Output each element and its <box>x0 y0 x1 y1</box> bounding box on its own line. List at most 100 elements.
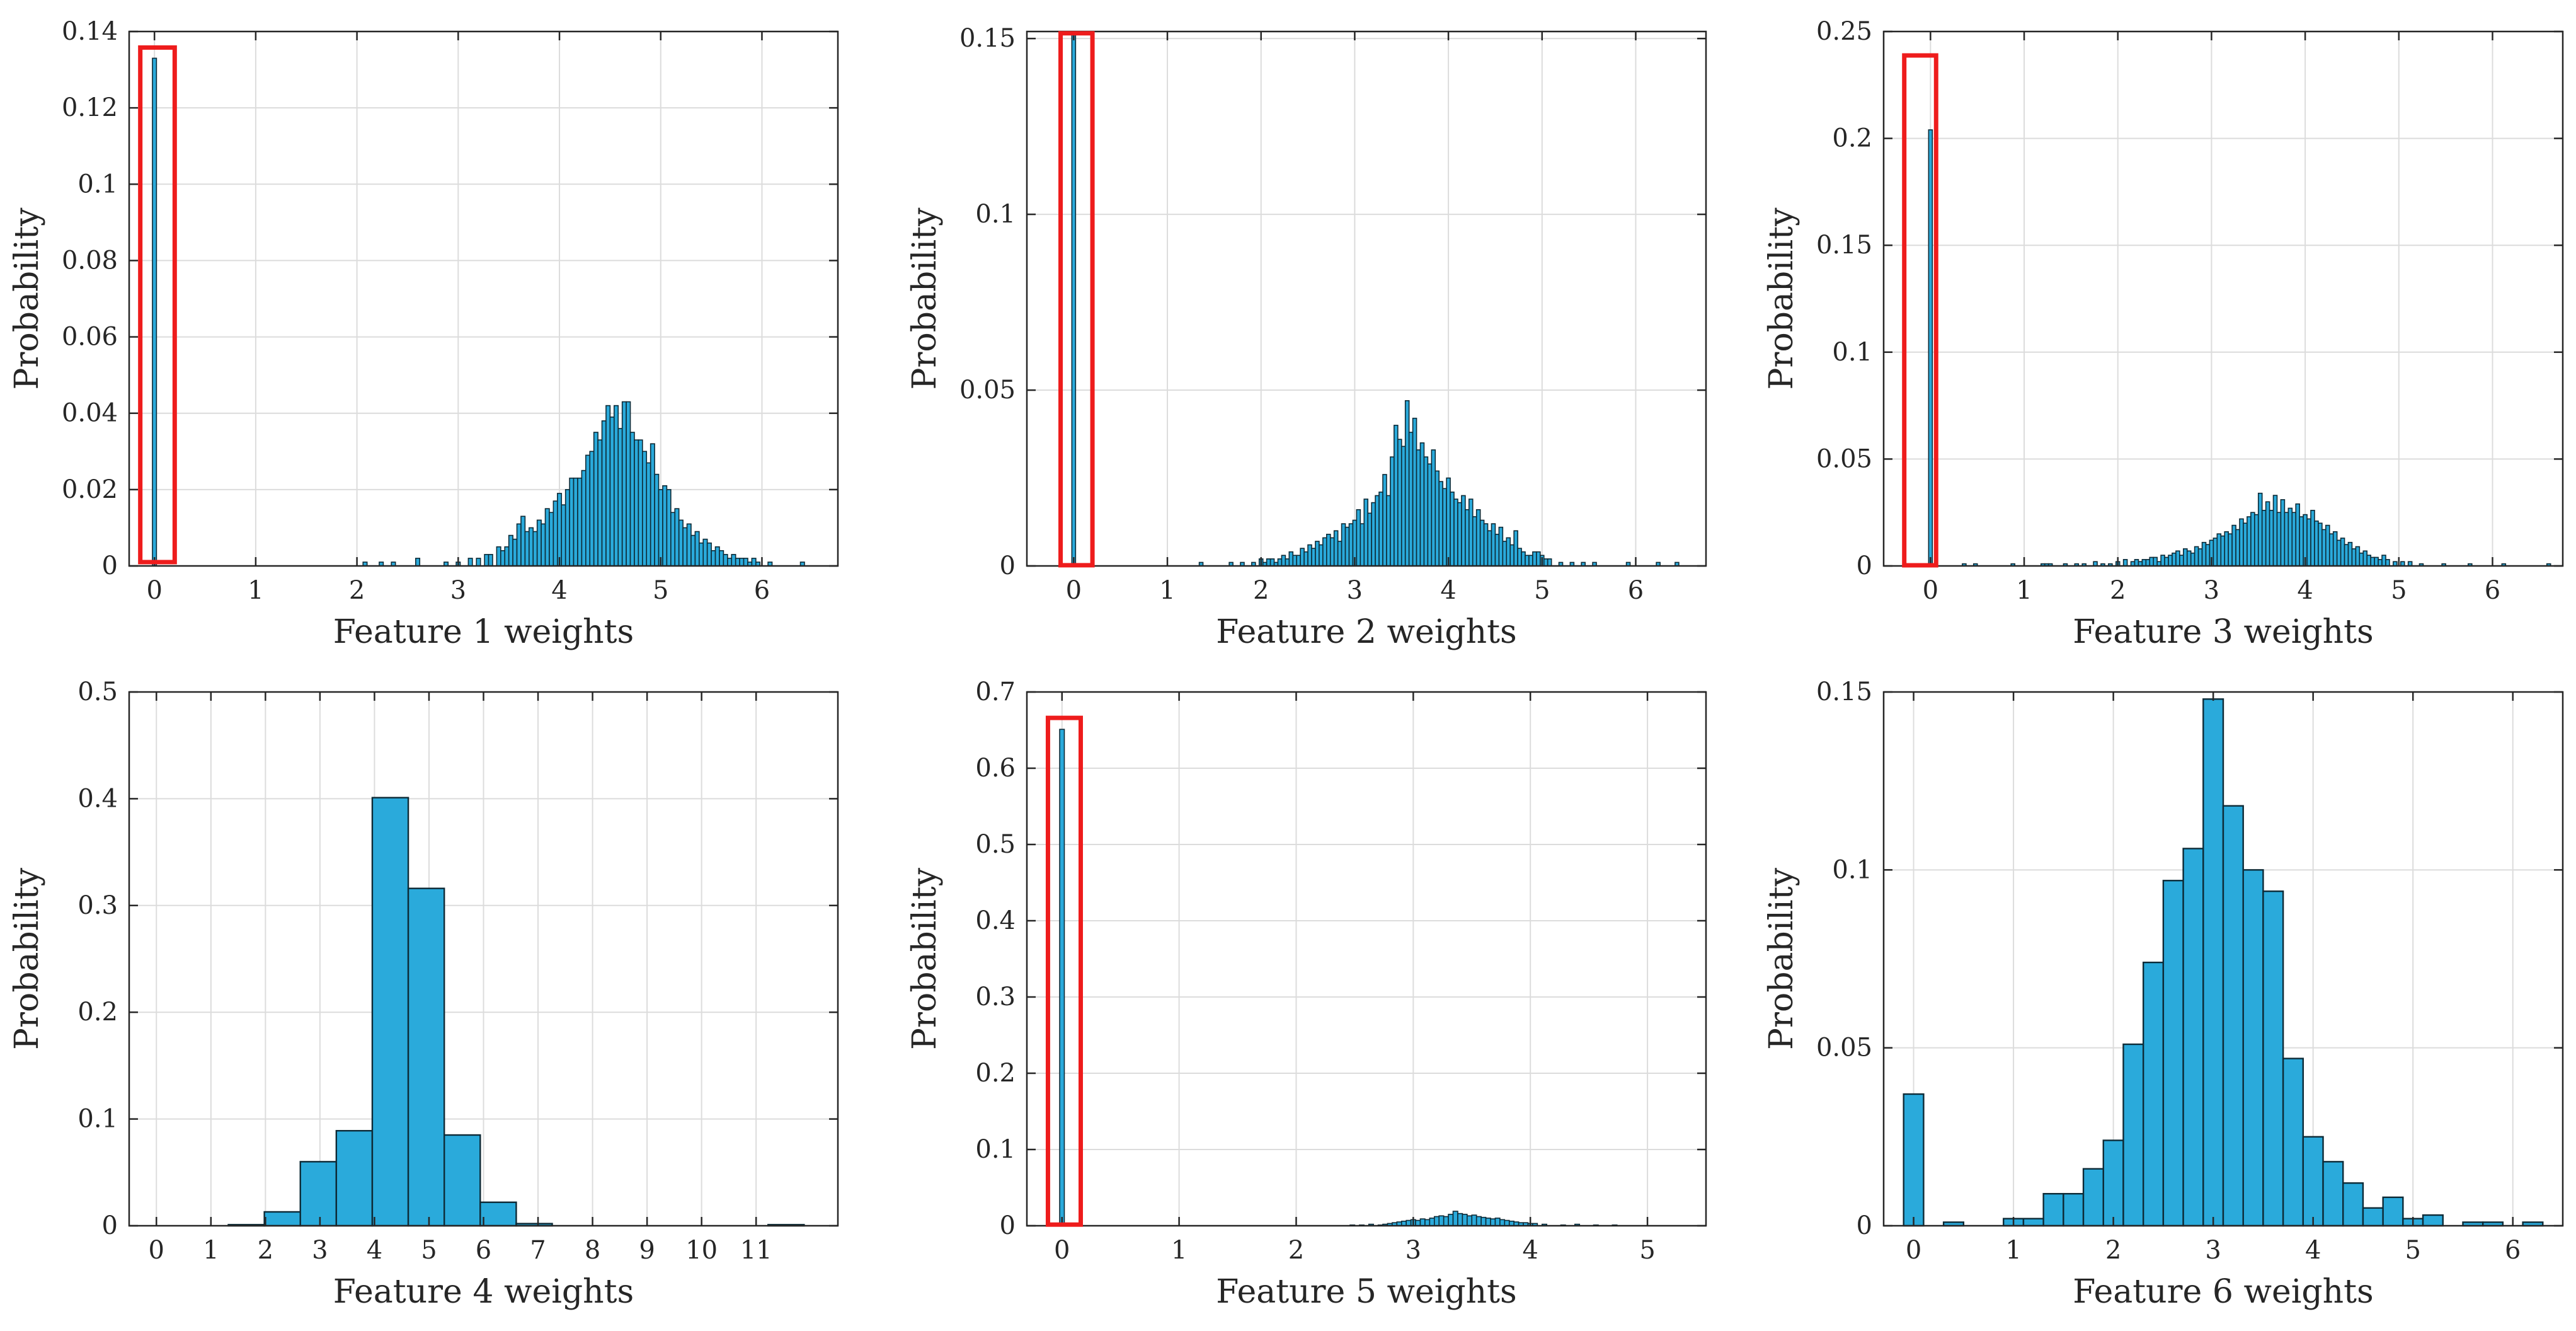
zero-bin-highlight-box <box>1045 715 1083 1227</box>
histogram-bar <box>484 554 489 567</box>
histogram-bar <box>2299 516 2304 567</box>
histogram-bar <box>2250 512 2255 567</box>
histogram-bar <box>1424 1219 1431 1226</box>
histogram-bar <box>1390 456 1395 567</box>
histogram-bar <box>2183 548 2188 567</box>
histogram-bar <box>1471 1214 1477 1226</box>
y-tick-label: 0 <box>1857 1211 1872 1240</box>
histogram-bar <box>658 489 663 567</box>
y-tick-label: 0.5 <box>77 677 118 706</box>
x-tick-label: 9 <box>639 1236 655 1265</box>
histogram-bar <box>1442 488 1447 567</box>
x-tick-label: 1 <box>1159 576 1175 605</box>
x-tick-label: 6 <box>476 1236 491 1265</box>
histogram-bar <box>1506 537 1511 567</box>
x-tick-label: 0 <box>1906 1236 1921 1265</box>
histogram-bar <box>508 534 513 567</box>
x-tick-label: 4 <box>1440 576 1456 605</box>
histogram-bar <box>674 508 680 567</box>
histogram-bar <box>1517 548 1522 567</box>
y-tick-label: 0.06 <box>62 323 118 352</box>
histogram-bar <box>2382 1196 2404 1227</box>
histogram-bar <box>2347 541 2353 567</box>
histogram-bar <box>609 416 615 567</box>
x-tick-label: 1 <box>248 576 263 605</box>
x-tick-label: 0 <box>1054 1236 1070 1265</box>
histogram-bar <box>152 57 157 567</box>
y-tick-label: 0.1 <box>1832 338 1872 367</box>
y-tick-label: 0.25 <box>1816 17 1872 46</box>
x-tick-label: 1 <box>1171 1236 1187 1265</box>
subplot-feature-5: 0 1 2 3 4 5 0 0.1 0.2 0.3 0.4 0.5 0.6 0.7 Feature 5 w… <box>906 677 1707 1311</box>
histogram-bar <box>1490 1218 1496 1226</box>
histogram-bar <box>2381 555 2386 567</box>
histogram-bar <box>1480 1216 1487 1226</box>
histogram-bar <box>2422 1214 2444 1227</box>
y-tick-label: 0.3 <box>975 982 1016 1011</box>
histogram-bar <box>1532 551 1537 567</box>
histogram-bar <box>2205 544 2211 567</box>
y-tick-label: 0.3 <box>77 891 118 920</box>
histogram-bar <box>1525 555 1530 567</box>
x-tick-label: 8 <box>585 1236 600 1265</box>
y-tick-label: 0.1 <box>975 1135 1016 1164</box>
y-tick-label: 0.12 <box>62 93 118 122</box>
histogram-bar <box>415 558 421 567</box>
histogram-bar <box>2022 1218 2044 1227</box>
histogram-bar <box>1457 502 1462 567</box>
histogram-bar <box>2321 529 2327 567</box>
x-tick-label: 7 <box>530 1236 546 1265</box>
histogram-bar <box>564 489 570 567</box>
histogram-bar <box>2179 555 2184 567</box>
histogram-bar <box>2201 541 2207 567</box>
histogram-bar <box>654 473 660 567</box>
histogram-bar <box>1405 1219 1412 1226</box>
histogram-bar <box>2224 531 2229 567</box>
axes-box <box>1026 691 1707 1227</box>
histogram-bar <box>642 451 648 567</box>
histogram-bar <box>1375 495 1380 567</box>
axes-box <box>128 30 839 567</box>
histogram-bar <box>1277 558 1283 567</box>
histogram-bar <box>2314 520 2319 567</box>
histogram-bar <box>1475 1216 1482 1226</box>
histogram-bar <box>1333 530 1339 567</box>
histogram-bar <box>1499 1219 1506 1226</box>
histogram-bar <box>743 558 748 567</box>
histogram-bar <box>1307 544 1312 567</box>
histogram-bar <box>1429 1218 1435 1226</box>
x-tick-label: 5 <box>2405 1236 2420 1265</box>
x-tick-label: 3 <box>1347 576 1363 605</box>
x-tick-label: 3 <box>450 576 466 605</box>
histogram-bar <box>2287 507 2293 567</box>
x-tick-label: 10 <box>685 1236 718 1265</box>
histogram-bar <box>678 519 684 567</box>
x-tick-label: 2 <box>2110 576 2126 605</box>
histogram-bar <box>516 523 522 567</box>
histogram-bar <box>541 523 546 567</box>
histogram-bar <box>476 558 481 567</box>
histogram-bar <box>719 550 724 567</box>
histogram-bar <box>2344 544 2349 567</box>
histogram-bar <box>614 405 619 567</box>
histogram-bar <box>1386 495 1391 567</box>
histogram-bar <box>2243 522 2248 567</box>
x-axis-label: Feature 1 weights <box>333 613 634 651</box>
histogram-bar <box>597 439 603 567</box>
histogram-bar <box>1438 1215 1445 1226</box>
histogram-bar <box>1356 509 1361 567</box>
histogram-bar <box>2374 556 2379 567</box>
histogram-bar <box>1465 509 1470 567</box>
x-tick-label: 1 <box>203 1236 219 1265</box>
histogram-bar <box>1438 481 1443 567</box>
histogram-bar <box>686 523 692 567</box>
histogram-bar <box>2385 559 2390 567</box>
histogram-bar <box>299 1161 338 1227</box>
x-tick-label: 3 <box>312 1236 328 1265</box>
histogram-bar <box>2134 559 2139 567</box>
histogram-bar <box>714 546 720 567</box>
histogram-bar <box>699 542 704 567</box>
histogram-bar <box>1303 551 1308 567</box>
histogram-bar <box>1528 555 1533 567</box>
